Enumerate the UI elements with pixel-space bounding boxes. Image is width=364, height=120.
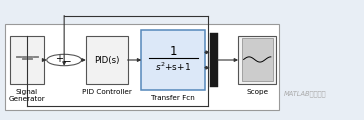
Text: PID Controller: PID Controller xyxy=(82,89,132,95)
Text: Scope: Scope xyxy=(246,89,268,95)
Text: 1: 1 xyxy=(169,45,177,58)
FancyBboxPatch shape xyxy=(86,36,128,84)
FancyBboxPatch shape xyxy=(141,30,205,90)
FancyBboxPatch shape xyxy=(10,36,44,84)
Bar xyxy=(33,56,38,57)
Text: PID(s): PID(s) xyxy=(94,55,119,65)
FancyBboxPatch shape xyxy=(238,36,276,84)
Bar xyxy=(28,56,32,57)
Text: +: + xyxy=(55,54,63,64)
Text: Transfer Fcn: Transfer Fcn xyxy=(151,95,195,101)
Text: MATLAB深度学习: MATLAB深度学习 xyxy=(284,90,326,96)
Text: Signal
Generator: Signal Generator xyxy=(9,89,46,102)
Circle shape xyxy=(47,54,82,66)
Bar xyxy=(22,56,27,57)
Bar xyxy=(16,56,21,57)
Bar xyxy=(22,58,27,59)
Bar xyxy=(28,58,32,59)
Text: −: − xyxy=(63,57,71,67)
FancyBboxPatch shape xyxy=(242,38,273,81)
FancyBboxPatch shape xyxy=(5,24,279,110)
FancyBboxPatch shape xyxy=(210,33,218,87)
Text: $s^2$+s+1: $s^2$+s+1 xyxy=(155,60,191,73)
